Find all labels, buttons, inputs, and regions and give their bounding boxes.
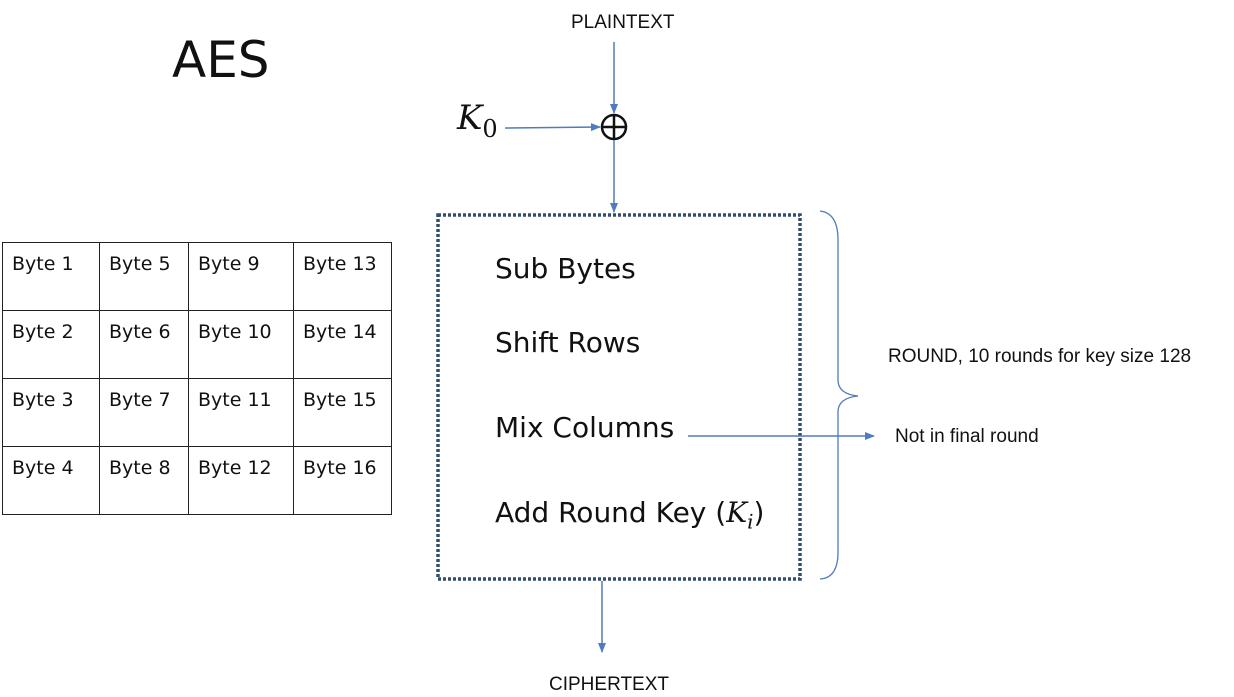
round-key-subscript: i: [747, 509, 754, 534]
mix-columns-note: Not in final round: [895, 426, 1039, 447]
add-round-key-close: ): [753, 496, 765, 529]
matrix-cell: Byte 8: [99, 446, 189, 515]
step-mix-columns: Mix Columns: [495, 411, 675, 444]
step-shift-rows: Shift Rows: [495, 326, 641, 359]
step-add-round-key: Add Round Key (Ki): [495, 496, 764, 534]
matrix-cell: Byte 1: [2, 242, 100, 311]
matrix-cell: Byte 16: [293, 446, 392, 515]
matrix-row: Byte 3 Byte 7 Byte 11 Byte 15: [2, 378, 392, 447]
matrix-cell: Byte 14: [293, 310, 392, 379]
matrix-cell: Byte 4: [2, 446, 100, 515]
matrix-cell: Byte 3: [2, 378, 100, 447]
plaintext-label: PLAINTEXT: [571, 12, 675, 33]
xor-icon: [600, 113, 628, 141]
step-sub-bytes: Sub Bytes: [495, 252, 636, 285]
round-label: ROUND, 10 rounds for key size 128: [888, 346, 1192, 367]
matrix-cell: Byte 10: [188, 310, 294, 379]
state-matrix: Byte 1 Byte 5 Byte 9 Byte 13 Byte 2 Byte…: [2, 242, 392, 515]
matrix-cell: Byte 9: [188, 242, 294, 311]
diagram-title: AES: [172, 31, 270, 89]
matrix-row: Byte 4 Byte 8 Byte 12 Byte 16: [2, 446, 392, 515]
matrix-row: Byte 2 Byte 6 Byte 10 Byte 14: [2, 310, 392, 379]
matrix-cell: Byte 15: [293, 378, 392, 447]
round-key-symbol: K: [726, 496, 748, 529]
matrix-cell: Byte 5: [99, 242, 189, 311]
round-box: [436, 213, 802, 581]
key-arrow: [504, 123, 601, 132]
round-brace: [819, 210, 859, 580]
ciphertext-label: CIPHERTEXT: [549, 674, 670, 695]
matrix-cell: Byte 6: [99, 310, 189, 379]
matrix-cell: Byte 7: [99, 378, 189, 447]
initial-key-subscript: 0: [482, 115, 498, 143]
add-round-key-text: Add Round Key (: [495, 496, 727, 529]
initial-key-label: K0: [457, 98, 498, 143]
initial-key-symbol: K: [457, 98, 483, 138]
matrix-cell: Byte 11: [188, 378, 294, 447]
matrix-cell: Byte 2: [2, 310, 100, 379]
matrix-row: Byte 1 Byte 5 Byte 9 Byte 13: [2, 242, 392, 311]
